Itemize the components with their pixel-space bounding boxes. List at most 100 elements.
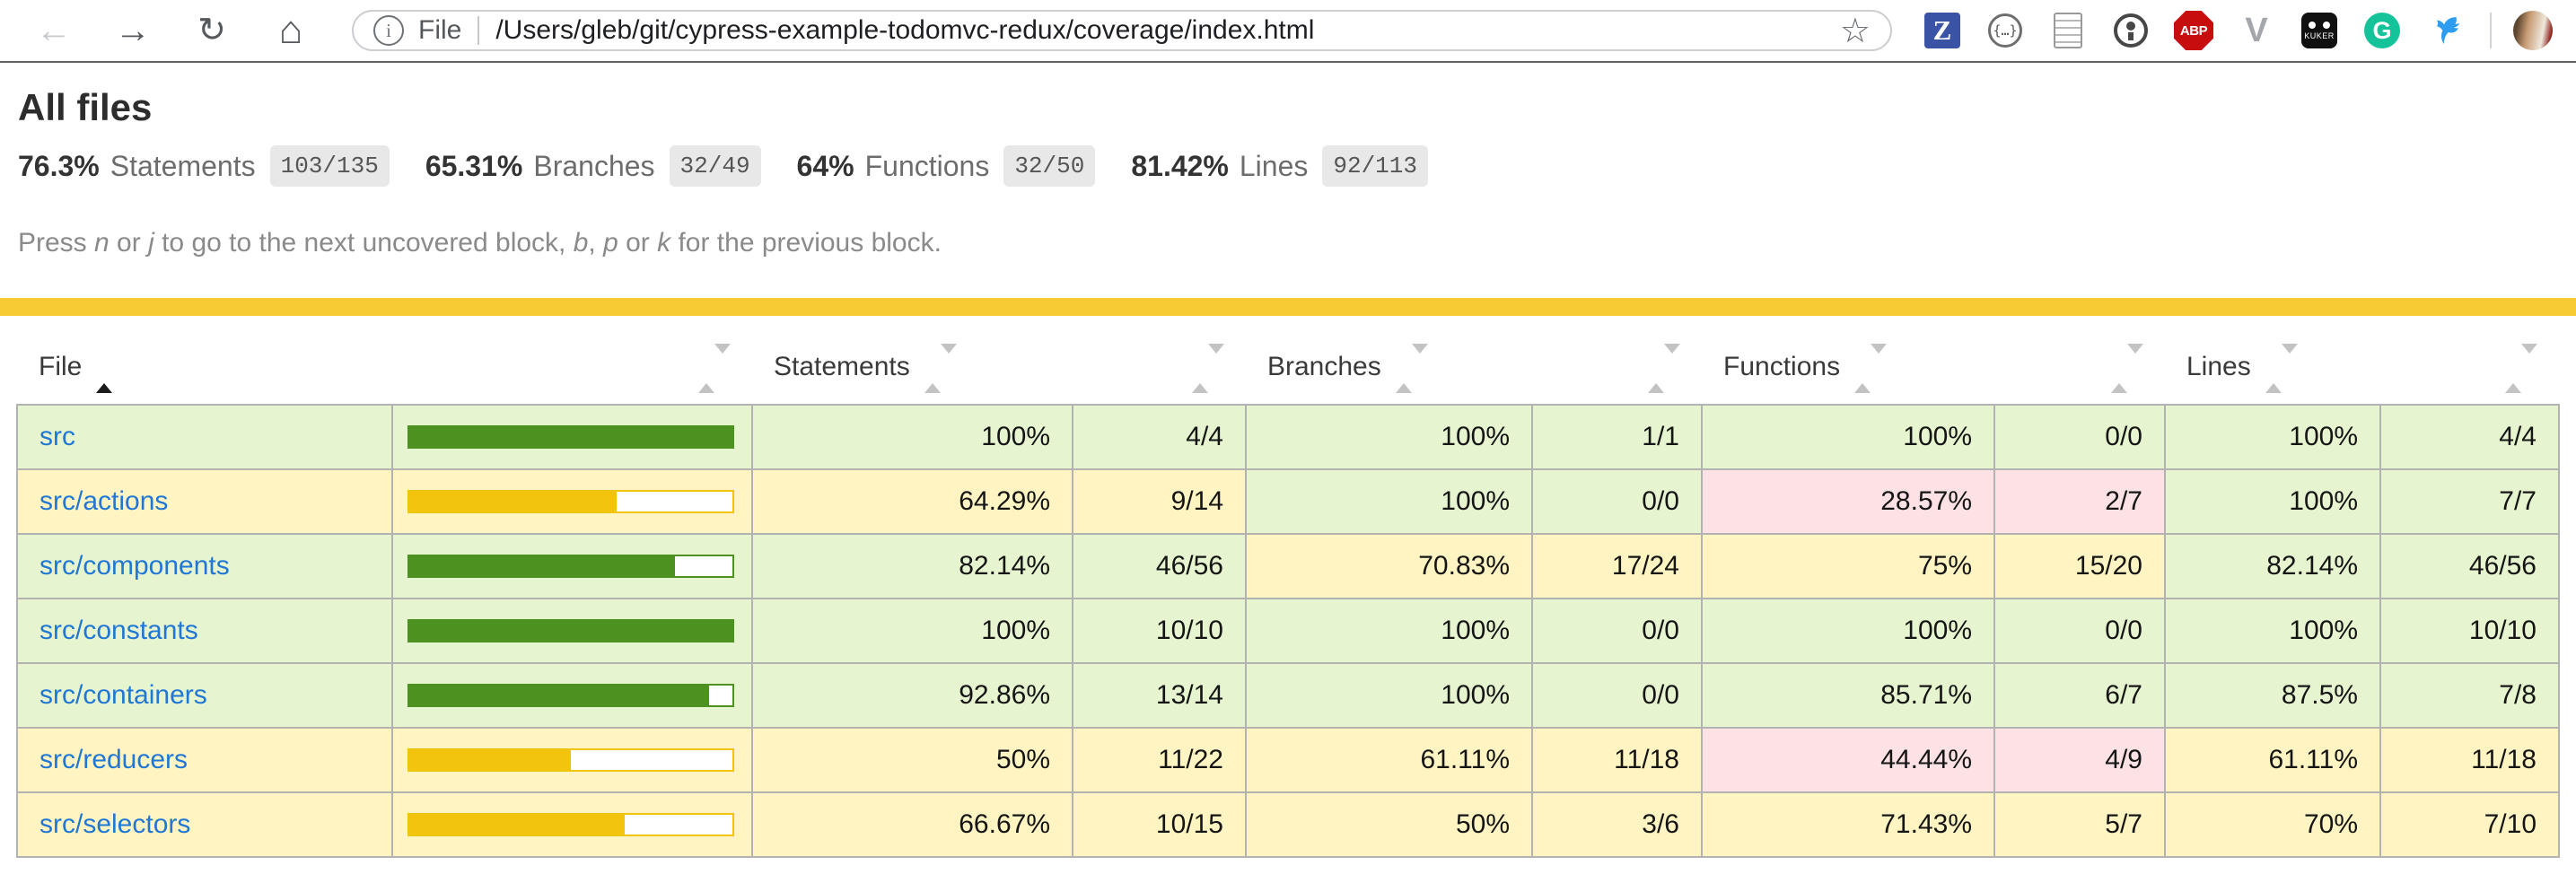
coverage-abs-cell: 46/56	[2379, 533, 2560, 599]
kuker-extension-icon[interactable]: KUKER	[2300, 11, 2339, 50]
table-row: src/containers 92.86% 13/14 100% 0/0 85.71% 6/…	[16, 662, 2560, 729]
coverage-abs-cell: 4/4	[1072, 404, 1247, 470]
coverage-abs-cell: 0/0	[1993, 598, 2166, 664]
json-viewer-extension-icon[interactable]: {…}	[1985, 11, 2025, 50]
adblock-plus-extension-icon[interactable]: ABP	[2174, 11, 2213, 50]
address-bar[interactable]: i File /Users/gleb/git/cypress-example-t…	[352, 10, 1892, 51]
coverage-abs-cell: 11/18	[1531, 727, 1703, 793]
coverage-bar-cell	[391, 662, 753, 729]
column-header-pic[interactable]	[392, 316, 752, 405]
coverage-bar-fill	[409, 621, 732, 641]
summary-metric-label: Branches	[533, 149, 655, 182]
coverage-pct-cell: 50%	[751, 727, 1073, 793]
sort-toggle-icon[interactable]	[2265, 344, 2298, 393]
url-text[interactable]: /Users/gleb/git/cypress-example-todomvc-…	[495, 15, 1315, 45]
file-link[interactable]: src	[39, 422, 75, 451]
coverage-bar-fill	[409, 556, 675, 576]
reload-icon[interactable]: ↻	[197, 12, 226, 49]
note-text: ,	[588, 228, 604, 258]
coverage-pct-cell: 75%	[1701, 533, 1995, 599]
coverage-pct-cell: 64.29%	[751, 468, 1073, 535]
column-header-label: Functions	[1723, 352, 1841, 381]
coverage-abs-cell: 0/0	[1531, 662, 1703, 729]
coverage-bar-cell	[391, 533, 753, 599]
coverage-bar-cell	[391, 791, 753, 858]
coverage-abs-cell: 0/0	[1531, 598, 1703, 664]
file-cell: src/containers	[16, 662, 393, 729]
profile-avatar[interactable]	[2513, 11, 2553, 50]
column-header-lines[interactable]: Lines	[2165, 316, 2380, 405]
sort-toggle-icon[interactable]	[1854, 344, 1888, 393]
file-cell: src	[16, 404, 393, 470]
coverage-abs-cell: 5/7	[1993, 791, 2166, 858]
vue-devtools-extension-icon[interactable]: V	[2245, 12, 2268, 49]
coverage-pct-cell: 61.11%	[1245, 727, 1533, 793]
file-link[interactable]: src/selectors	[39, 809, 191, 839]
column-header-statements[interactable]: Statements	[752, 316, 1073, 405]
column-header-branches[interactable]: Branches	[1246, 316, 1532, 405]
column-header-statements-abs[interactable]	[1073, 316, 1246, 405]
coverage-pct-cell: 61.11%	[2164, 727, 2381, 793]
shortcut-key: b	[573, 228, 589, 258]
coverage-pct-cell: 71.43%	[1701, 791, 1995, 858]
column-header-functions-abs[interactable]	[1994, 316, 2165, 405]
coverage-abs-cell: 10/10	[1072, 598, 1247, 664]
sort-toggle-icon[interactable]	[1395, 344, 1428, 393]
summary-metric-percent: 76.3%	[18, 149, 100, 182]
coverage-status-bar	[0, 298, 2576, 316]
back-icon[interactable]: ←	[36, 11, 72, 50]
sort-toggle-icon[interactable]	[2505, 344, 2537, 393]
note-text: Press	[18, 228, 95, 258]
blue-bird-extension-icon[interactable]	[2425, 11, 2465, 50]
shortcut-key: n	[94, 228, 110, 258]
coverage-pct-cell: 82.14%	[2164, 533, 2381, 599]
table-header-row: File Statements Branches Functions Lines	[17, 316, 2559, 405]
file-link[interactable]: src/actions	[39, 486, 169, 516]
coverage-abs-cell: 0/0	[1531, 468, 1703, 535]
coverage-abs-cell: 11/18	[2379, 727, 2560, 793]
coverage-abs-cell: 10/10	[2379, 598, 2560, 664]
page-info-icon[interactable]: i	[373, 15, 404, 46]
column-header-branches-abs[interactable]	[1532, 316, 1702, 405]
coverage-abs-cell: 17/24	[1531, 533, 1703, 599]
sort-toggle-icon[interactable]	[924, 344, 957, 393]
coverage-bar-fill	[409, 427, 732, 447]
sort-toggle-icon[interactable]	[96, 354, 113, 393]
note-text: to go to the next uncovered block,	[153, 228, 574, 258]
table-row: src/components 82.14% 46/56 70.83% 17/24 75% 1…	[16, 533, 2560, 599]
column-header-label: Statements	[774, 352, 910, 381]
toolbar-separator	[2490, 13, 2492, 48]
zotero-extension-icon[interactable]: Z	[1923, 11, 1962, 50]
grammarly-extension-icon[interactable]: G	[2362, 11, 2402, 50]
sort-toggle-icon[interactable]	[698, 344, 731, 393]
coverage-table-body: src 100% 4/4 100% 1/1 100% 0/0 100% 4/4 src/actio…	[16, 404, 2560, 858]
coverage-pct-cell: 44.44%	[1701, 727, 1995, 793]
shortcut-key: p	[603, 228, 618, 258]
column-header-lines-abs[interactable]	[2380, 316, 2559, 405]
summary-metric-label: Statements	[110, 149, 256, 182]
file-link[interactable]: src/containers	[39, 680, 207, 710]
file-link[interactable]: src/constants	[39, 616, 198, 645]
sort-toggle-icon[interactable]	[2111, 344, 2143, 393]
coverage-abs-cell: 10/15	[1072, 791, 1247, 858]
coverage-summary: 76.3% Statements 103/135 65.31% Branches 32/4…	[18, 145, 2576, 187]
coverage-abs-cell: 15/20	[1993, 533, 2166, 599]
notes-extension-icon[interactable]	[2048, 11, 2088, 50]
file-link[interactable]: src/components	[39, 551, 230, 581]
home-icon[interactable]: ⌂	[278, 8, 303, 52]
shortcut-key: j	[148, 228, 154, 258]
file-link[interactable]: src/reducers	[39, 745, 188, 774]
onepassword-extension-icon[interactable]	[2111, 11, 2151, 50]
file-cell: src/selectors	[16, 791, 393, 858]
column-header-functions[interactable]: Functions	[1702, 316, 1994, 405]
coverage-abs-cell: 7/7	[2379, 468, 2560, 535]
column-header-file[interactable]: File	[17, 316, 392, 405]
bookmark-star-icon[interactable]: ☆	[1839, 12, 1871, 50]
sort-toggle-icon[interactable]	[1648, 344, 1680, 393]
sort-toggle-icon[interactable]	[1192, 344, 1224, 393]
summary-metric: 64% Functions 32/50	[797, 145, 1096, 187]
coverage-pct-cell: 100%	[2164, 404, 2381, 470]
forward-icon[interactable]: →	[115, 11, 151, 50]
table-row: src 100% 4/4 100% 1/1 100% 0/0 100% 4/4	[16, 404, 2560, 470]
coverage-bar-cell	[391, 468, 753, 535]
